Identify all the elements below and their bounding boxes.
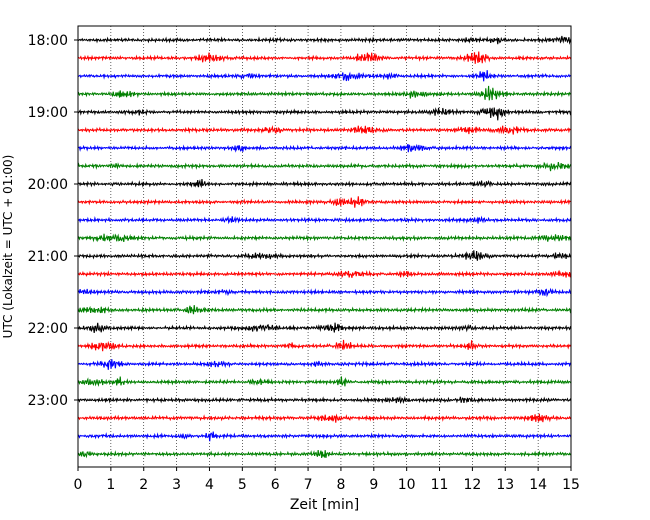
trace-group bbox=[77, 35, 572, 459]
y-tick-label: 19:00 bbox=[28, 105, 68, 121]
y-tick-label: 21:00 bbox=[28, 249, 68, 265]
x-tick-label: 0 bbox=[74, 477, 83, 493]
seismogram-trace bbox=[77, 431, 572, 442]
seismogram-trace bbox=[77, 143, 572, 153]
seismogram-trace bbox=[77, 376, 572, 387]
y-axis-label: UTC (Lokalzeit = UTC + 01:00) bbox=[1, 155, 15, 339]
x-axis-label: Zeit [min] bbox=[290, 497, 359, 513]
plot-frame bbox=[77, 25, 572, 468]
x-tick-label: 4 bbox=[205, 477, 214, 493]
seismogram-trace bbox=[77, 450, 572, 459]
y-tick-label: 18:00 bbox=[28, 33, 68, 49]
seismogram-trace bbox=[77, 413, 572, 423]
x-tick-label: 3 bbox=[172, 477, 181, 493]
seismogram-trace bbox=[77, 359, 572, 370]
x-tick-label: 7 bbox=[304, 477, 313, 493]
x-tick-label: 13 bbox=[496, 477, 514, 493]
seismogram-trace bbox=[77, 233, 572, 243]
x-tick-label: 1 bbox=[106, 477, 115, 493]
y-axis: 18:00 19:00 20:00 21:00 22:00 23:00 bbox=[28, 33, 78, 409]
seismogram-trace bbox=[77, 322, 572, 334]
seismogram-trace bbox=[77, 287, 572, 298]
x-tick-label: 9 bbox=[369, 477, 378, 493]
x-tick-label: 14 bbox=[529, 477, 547, 493]
x-tick-label: 6 bbox=[271, 477, 280, 493]
x-tick-label: 10 bbox=[398, 477, 416, 493]
seismogram-trace bbox=[77, 125, 572, 135]
y-tick-label: 22:00 bbox=[28, 321, 68, 337]
x-tick-label: 5 bbox=[238, 477, 247, 493]
x-tick-label: 11 bbox=[431, 477, 449, 493]
y-tick-label: 20:00 bbox=[28, 177, 68, 193]
seismogram-trace bbox=[77, 70, 572, 82]
seismogram-trace bbox=[77, 305, 572, 315]
seismogram-trace bbox=[77, 395, 572, 405]
x-tick-label: 15 bbox=[562, 477, 580, 493]
seismogram-trace bbox=[77, 269, 572, 279]
seismogram-trace bbox=[77, 85, 572, 101]
seismogram-trace bbox=[77, 35, 572, 45]
seismogram-trace bbox=[77, 215, 572, 225]
x-tick-label: 2 bbox=[139, 477, 148, 493]
seismogram-trace bbox=[77, 196, 572, 208]
seismogram-trace bbox=[77, 51, 572, 64]
seismogram-trace bbox=[77, 339, 572, 352]
y-tick-label: 23:00 bbox=[28, 393, 68, 409]
seismogram-trace bbox=[77, 161, 572, 172]
seismogram-trace bbox=[77, 250, 572, 261]
seismogram-trace bbox=[77, 178, 572, 189]
x-tick-label: 8 bbox=[336, 477, 345, 493]
seismogram-trace bbox=[77, 107, 572, 121]
x-tick-label: 12 bbox=[463, 477, 481, 493]
x-axis: 0 1 2 3 4 5 6 7 8 9 10 11 12 13 14 15 bbox=[74, 467, 580, 493]
